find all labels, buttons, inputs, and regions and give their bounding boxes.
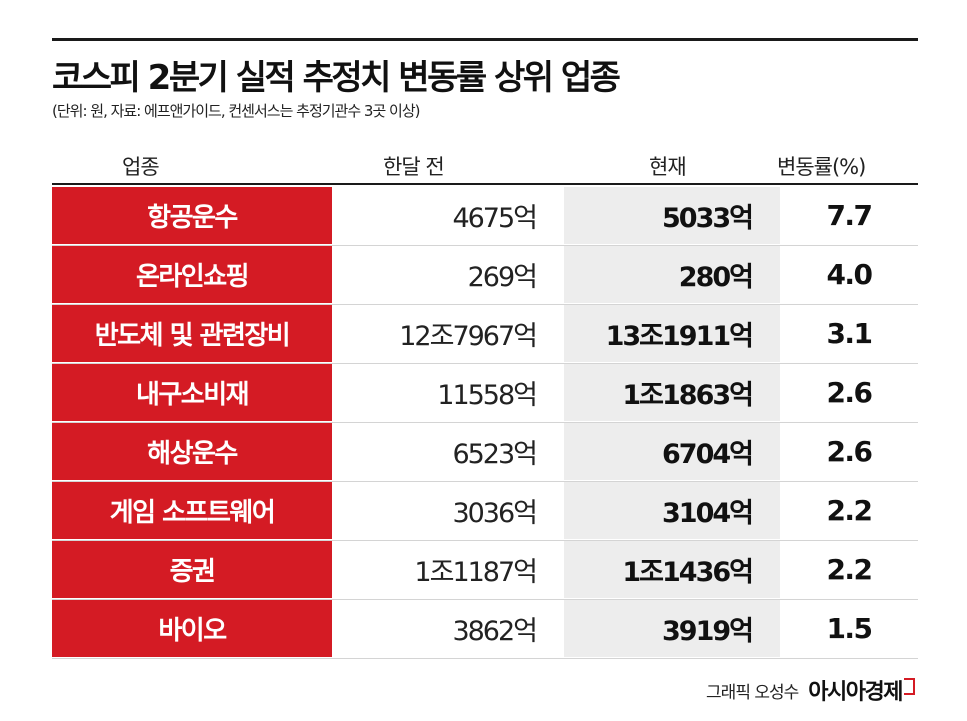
cell-current: 3104억 xyxy=(564,482,780,539)
cell-current: 1조1436억 xyxy=(564,541,780,598)
cell-industry: 항공운수 xyxy=(52,187,332,244)
column-header-prev: 한달 전 xyxy=(383,155,445,179)
cell-industry: 반도체 및 관련장비 xyxy=(52,305,332,362)
graphic-credit: 그래픽 오성수 xyxy=(706,682,799,703)
table-row: 바이오 3862억 3919억 1.5 xyxy=(52,600,918,659)
table-row: 항공운수 4675억 5033억 7.7 xyxy=(52,187,918,246)
table-row: 증권 1조1187억 1조1436억 2.2 xyxy=(52,541,918,600)
cell-industry: 해상운수 xyxy=(52,423,332,480)
logo-mark-icon xyxy=(904,677,915,695)
table-body: 항공운수 4675억 5033억 7.7 온라인쇼핑 269억 280억 4.0 반도체 및 관… xyxy=(52,187,918,659)
table-row: 내구소비재 11558억 1조1863억 2.6 xyxy=(52,364,918,423)
cell-change: 4.0 xyxy=(826,258,873,291)
column-header-change: 변동률(%) xyxy=(777,155,866,179)
cell-prev: 3036억 xyxy=(452,498,538,529)
column-header-current: 현재 xyxy=(649,155,687,179)
cell-industry: 바이오 xyxy=(52,600,332,657)
cell-change: 2.2 xyxy=(826,553,873,586)
cell-industry: 내구소비재 xyxy=(52,364,332,421)
cell-current: 3919억 xyxy=(564,600,780,657)
table-row: 게임 소프트웨어 3036억 3104억 2.2 xyxy=(52,482,918,541)
cell-industry: 증권 xyxy=(52,541,332,598)
cell-prev: 3862억 xyxy=(452,616,538,647)
cell-prev: 269억 xyxy=(467,262,538,293)
cell-prev: 11558억 xyxy=(437,380,538,411)
top-rule xyxy=(52,38,918,41)
cell-current: 1조1863억 xyxy=(564,364,780,421)
table-header: 업종 한달 전 현재 변동률(%) xyxy=(52,145,918,185)
table-row: 반도체 및 관련장비 12조7967억 13조1911억 3.1 xyxy=(52,305,918,364)
cell-change: 2.6 xyxy=(826,435,873,468)
table-row: 해상운수 6523억 6704억 2.6 xyxy=(52,423,918,482)
column-header-industry: 업종 xyxy=(122,155,160,179)
cell-prev: 1조1187억 xyxy=(414,557,538,588)
chart-title: 코스피 2분기 실적 추정치 변동률 상위 업종 xyxy=(52,58,621,98)
cell-current: 6704억 xyxy=(564,423,780,480)
cell-current: 280억 xyxy=(564,246,780,303)
cell-industry: 온라인쇼핑 xyxy=(52,246,332,303)
cell-change: 3.1 xyxy=(826,317,873,350)
chart-subtitle: (단위: 원, 자료: 에프앤가이드, 컨센서스는 추정기관수 3곳 이상) xyxy=(52,102,420,120)
cell-change: 7.7 xyxy=(826,199,873,232)
cell-prev: 4675억 xyxy=(452,203,538,234)
table-row: 온라인쇼핑 269억 280억 4.0 xyxy=(52,246,918,305)
cell-industry: 게임 소프트웨어 xyxy=(52,482,332,539)
footer-credit: 그래픽 오성수 아시아경제 xyxy=(706,674,915,706)
cell-prev: 12조7967억 xyxy=(399,321,538,352)
cell-change: 2.6 xyxy=(826,376,873,409)
cell-current: 5033억 xyxy=(564,187,780,244)
cell-change: 1.5 xyxy=(826,612,873,645)
publisher-logo: 아시아경제 xyxy=(808,680,903,705)
cell-prev: 6523억 xyxy=(452,439,538,470)
cell-change: 2.2 xyxy=(826,494,873,527)
cell-current: 13조1911억 xyxy=(564,305,780,362)
